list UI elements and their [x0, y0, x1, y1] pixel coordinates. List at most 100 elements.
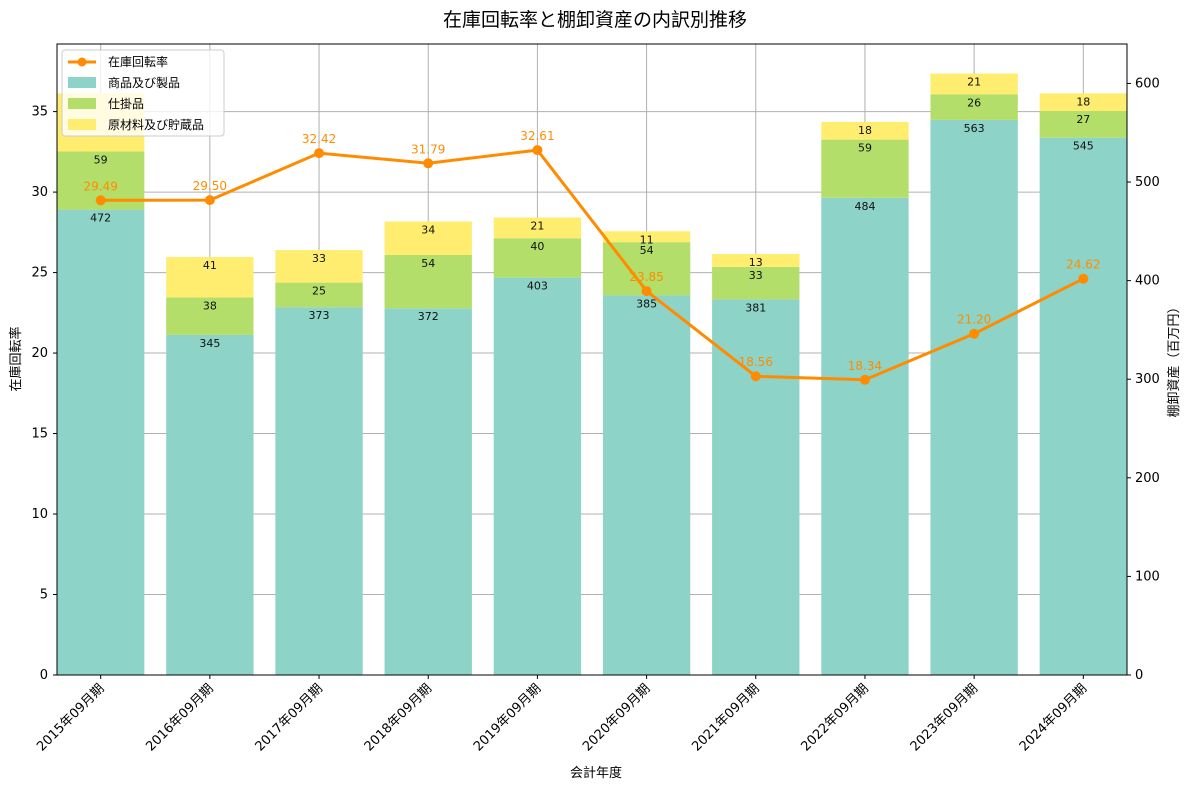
bar-segment — [166, 297, 254, 335]
x-tick-label: 2016年09月期 — [143, 681, 216, 754]
chart-title: 在庫回転率と棚卸資産の内訳別推移 — [443, 9, 747, 31]
y-right-tick-label: 300 — [1135, 372, 1160, 387]
plot-frame — [56, 43, 1128, 676]
turnover-value-label: 23.85 — [629, 270, 663, 284]
bar-value-label: 545 — [1073, 140, 1094, 153]
bar-segment — [1039, 93, 1127, 112]
y-left-tick-label: 5 — [40, 588, 48, 603]
legend-label: 在庫回転率 — [108, 54, 168, 69]
turnover-value-label: 18.34 — [848, 359, 882, 373]
bar-value-label: 563 — [964, 122, 985, 135]
turnover-point — [532, 145, 543, 156]
legend-line-marker — [77, 57, 87, 67]
bar-value-label: 33 — [749, 269, 763, 282]
turnover-point — [423, 158, 434, 169]
turnover-value-label: 24.62 — [1066, 258, 1100, 272]
x-tick-label: 2023年09月期 — [908, 681, 981, 754]
turnover-value-label: 32.61 — [520, 129, 554, 143]
x-tick-label: 2020年09月期 — [580, 681, 653, 754]
y-left-tick-label: 20 — [31, 346, 48, 361]
x-tick-label: 2019年09月期 — [471, 681, 544, 754]
turnover-value-label: 18.56 — [739, 355, 773, 369]
bar-segment — [275, 250, 363, 283]
y-axis-left-title: 在庫回転率 — [8, 326, 24, 391]
bar-value-label: 38 — [203, 299, 217, 312]
bar-segment — [602, 231, 691, 243]
bar-segment — [821, 139, 909, 198]
x-tick-label: 2021年09月期 — [689, 681, 762, 754]
bar-value-label: 18 — [858, 124, 872, 137]
x-tick-label: 2017年09月期 — [253, 681, 326, 754]
bar-segment — [930, 73, 1018, 95]
turnover-point — [969, 328, 980, 339]
bar-value-label: 373 — [309, 309, 330, 322]
turnover-point — [641, 286, 652, 297]
y-right-tick-label: 600 — [1135, 76, 1160, 91]
bar-value-label: 403 — [527, 280, 548, 293]
bar-value-label: 40 — [530, 240, 544, 253]
bar-segment — [821, 121, 909, 140]
turnover-value-label: 32.42 — [302, 132, 336, 146]
bar-segment — [275, 282, 363, 308]
bar-segment — [1039, 111, 1127, 138]
x-tick-label: 2022年09月期 — [799, 681, 872, 754]
turnover-point — [95, 195, 106, 206]
bar-segment — [384, 308, 472, 675]
bar-segment — [493, 217, 582, 239]
bar-value-label: 54 — [421, 257, 435, 270]
bar-segment — [166, 334, 254, 675]
bar-value-label: 385 — [636, 297, 657, 310]
bar-value-label: 372 — [418, 310, 439, 323]
bar-value-label: 381 — [745, 301, 766, 314]
legend-label: 原材料及び貯蔵品 — [108, 118, 204, 132]
bar-value-label: 59 — [94, 153, 108, 166]
bar-segment — [712, 299, 800, 675]
x-axis-title: 会計年度 — [570, 765, 622, 781]
bar-segment — [384, 254, 472, 309]
turnover-line: 29.49 29.50 32.42 31.79 32.61 23.85 18.56 18.34… — [83, 129, 1101, 385]
bar-value-label: 345 — [199, 337, 220, 350]
y-right-tick-label: 200 — [1135, 471, 1160, 486]
legend-bar-swatch — [68, 119, 96, 130]
bar-segment — [930, 119, 1018, 676]
turnover-point — [750, 371, 761, 382]
bar-value-label: 11 — [640, 233, 654, 246]
bar-value-label: 54 — [640, 244, 654, 257]
bar-value-label: 59 — [858, 142, 872, 155]
y-right-tick-label: 100 — [1135, 569, 1160, 584]
bar-value-label: 34 — [421, 223, 435, 236]
bar-value-label: 41 — [203, 259, 217, 272]
bar-segment — [493, 238, 582, 278]
bar-segment — [493, 277, 582, 675]
turnover-point — [1078, 273, 1089, 284]
turnover-point — [859, 374, 870, 385]
bar-segment — [166, 256, 254, 298]
bar-segment — [1039, 137, 1127, 675]
bar-value-label: 25 — [312, 285, 326, 298]
legend-bar-swatch — [68, 98, 96, 109]
bar-segment — [602, 295, 691, 675]
x-tick-label: 2015年09月期 — [34, 681, 107, 754]
bar-segment — [712, 266, 800, 300]
y-left-tick-label: 35 — [31, 105, 48, 120]
legend-bar-swatch — [68, 77, 96, 88]
legend-label: 商品及び製品 — [108, 75, 180, 90]
turnover-value-label: 29.50 — [193, 179, 227, 193]
turnover-value-label: 31.79 — [411, 142, 445, 156]
y-left-tick-label: 25 — [31, 266, 48, 281]
y-axis-right-title: 棚卸資産（百万円） — [1166, 300, 1182, 417]
y-right-tick-label: 400 — [1135, 274, 1160, 289]
bar-value-label: 26 — [967, 96, 981, 109]
x-tick-label: 2018年09月期 — [362, 681, 435, 754]
bar-segment — [821, 197, 909, 675]
bar-segment — [930, 94, 1018, 120]
stacked-bars — [57, 73, 1127, 676]
legend-box — [61, 49, 225, 137]
y-left-tick-label: 15 — [31, 427, 48, 442]
bar-segment — [57, 209, 145, 675]
turnover-line-path — [100, 148, 1085, 382]
x-tick-label: 2024年09月期 — [1017, 681, 1090, 754]
turnover-value-label: 21.20 — [957, 313, 991, 327]
